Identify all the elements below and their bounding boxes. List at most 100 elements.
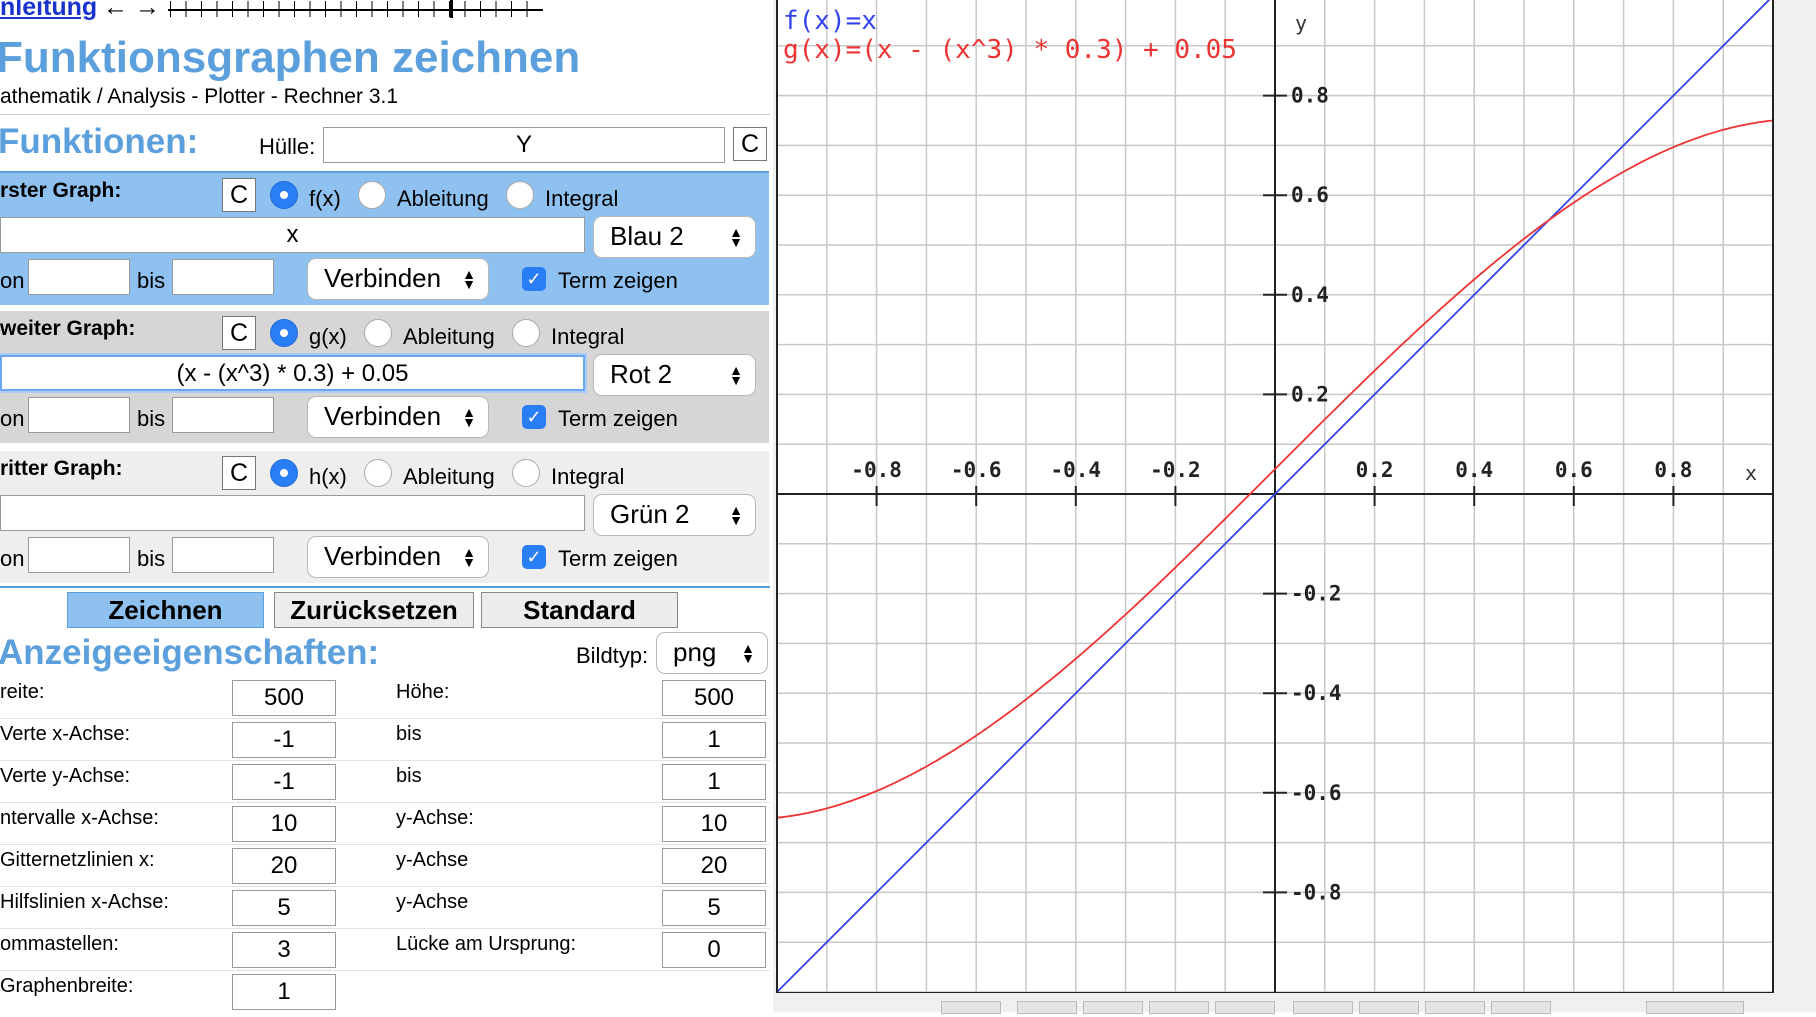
y-min-input[interactable]: -1 [232,764,336,800]
draw-button[interactable]: Zeichnen [67,592,264,628]
graph-2-clear-button[interactable]: C [222,316,256,350]
toolbar-button[interactable] [941,1001,1001,1014]
row-label: ntervalle x-Achse: [0,807,159,829]
graph-1-radio-fx-label: f(x) [309,186,341,211]
row-label: Verte y-Achse: [0,765,131,787]
graph-1-mode-select[interactable]: Verbinden ▲ ▼ [307,258,489,300]
graph-3-von-label: on [0,546,25,571]
width-input[interactable]: 500 [232,680,336,716]
toolbar-button[interactable] [1293,1001,1353,1014]
bildtyp-value: png [673,637,717,667]
toolbar-button[interactable] [1017,1001,1077,1014]
y-tick-label: -0.8 [1291,880,1342,904]
toolbar-button[interactable] [1425,1001,1485,1014]
toolbar-button[interactable] [1359,1001,1419,1014]
graph-3-term-input[interactable] [0,495,585,531]
standard-button[interactable]: Standard [481,592,678,628]
graph-3-clear-button[interactable]: C [222,456,256,490]
checkmark-icon: ✓ [526,547,542,567]
graph-2-show-label: Term zeigen [558,406,678,431]
graph-3-panel: ritter Graph: C h(x) Ableitung Integral … [0,451,769,583]
display-row: Verte x-Achse: -1 bis 1 [0,718,770,761]
y-gridlines-input[interactable]: 20 [662,848,766,884]
row-label: Graphenbreite: [0,975,134,997]
select-arrows-icon: ▲ ▼ [729,502,743,528]
graph-2-von-label: on [0,406,25,431]
x-max-input[interactable]: 1 [662,722,766,758]
graph-1-bis-input[interactable] [172,259,274,295]
graph-1-radio-integral-label: Integral [545,186,619,211]
graph-2-label: weiter Graph: [0,317,136,340]
x-tick-label: -0.8 [851,458,902,482]
graph-3-radio-hx[interactable] [270,459,298,487]
select-arrows-icon: ▲ ▼ [729,224,743,250]
y-tick-label: -0.4 [1291,681,1342,705]
graph-2-von-input[interactable] [28,397,130,433]
graph-3-radio-ableitung[interactable] [364,459,392,487]
graph-2-mode-select[interactable]: Verbinden ▲ ▼ [307,396,489,438]
nav-arrows[interactable]: ← → [103,0,160,21]
y-tick-label: 0.2 [1291,382,1329,406]
graph-1-von-input[interactable] [28,259,130,295]
graph-1-radio-integral[interactable] [506,181,534,209]
graph-2-color-select[interactable]: Rot 2 ▲ ▼ [593,354,756,396]
y-max-input[interactable]: 1 [662,764,766,800]
y-helplines-input[interactable]: 5 [662,890,766,926]
graph-2-radio-integral[interactable] [512,319,540,347]
height-input[interactable]: 500 [662,680,766,716]
bottom-toolbar [773,993,1816,1014]
graph-2-term-input[interactable]: (x - (x^3) * 0.3) + 0.05 [0,355,585,391]
graph-3-label: ritter Graph: [0,457,123,480]
row-label: Höhe: [396,681,450,703]
toolbar-button[interactable] [1149,1001,1209,1014]
toolbar-button[interactable] [1215,1001,1275,1014]
x-axis-label: x [1745,461,1757,485]
huelle-clear-button[interactable]: C [733,127,767,161]
graph-2-mode-value: Verbinden [324,401,442,431]
graph-1-radio-fx[interactable] [270,181,298,209]
toolbar-button[interactable] [1491,1001,1551,1014]
nav-link[interactable]: nleitung [0,0,98,21]
reset-button[interactable]: Zurücksetzen [274,592,474,628]
graph-1-bis-label: bis [137,268,166,293]
page-title: Funktionsgraphen zeichnen [0,33,581,82]
slider-thumb[interactable] [450,0,453,18]
linewidth-input[interactable]: 1 [232,974,336,1010]
row-label: reite: [0,681,45,703]
toolbar-button[interactable] [1646,1001,1744,1014]
checkmark-icon: ✓ [526,269,542,289]
display-row: Gitternetzlinien x: 20 y-Achse 20 [0,844,770,887]
graph-3-radio-integral[interactable] [512,459,540,487]
graph-2-radio-ableitung[interactable] [364,319,392,347]
graph-2-radio-gx[interactable] [270,319,298,347]
graph-1-term-input[interactable]: x [0,217,585,253]
graph-3-bis-input[interactable] [172,537,274,573]
origin-gap-input[interactable]: 0 [662,932,766,968]
huelle-input[interactable]: Y [323,127,725,163]
toolbar-button[interactable] [1083,1001,1143,1014]
graph-2-bis-input[interactable] [172,397,274,433]
row-label: y-Achse [396,849,469,871]
graph-3-color-value: Grün 2 [610,499,690,529]
graph-3-von-input[interactable] [28,537,130,573]
x-tick-label: 0.6 [1555,458,1593,482]
x-min-input[interactable]: -1 [232,722,336,758]
graph-2-color-value: Rot 2 [610,359,673,389]
graph-3-mode-select[interactable]: Verbinden ▲ ▼ [307,536,489,578]
bildtyp-label: Bildtyp: [576,643,649,668]
y-intervals-input[interactable]: 10 [662,806,766,842]
x-intervals-input[interactable]: 10 [232,806,336,842]
decimals-input[interactable]: 3 [232,932,336,968]
graph-1-color-select[interactable]: Blau 2 ▲ ▼ [593,216,756,258]
x-helplines-input[interactable]: 5 [232,890,336,926]
graph-3-color-select[interactable]: Grün 2 ▲ ▼ [593,494,756,536]
graph-2-show-checkbox[interactable]: ✓ [522,405,546,429]
graph-1-show-checkbox[interactable]: ✓ [522,267,546,291]
plot-area: -0.8 -0.6 -0.4 -0.2 0.2 0.4 0.6 0.8 0.8 0.6 0.4 0.2… [773,0,1816,1014]
graph-3-show-checkbox[interactable]: ✓ [522,545,546,569]
bildtyp-select[interactable]: png ▲ ▼ [656,632,768,674]
x-gridlines-input[interactable]: 20 [232,848,336,884]
graph-1-radio-ableitung[interactable] [358,181,386,209]
row-label: bis [396,765,422,787]
graph-1-clear-button[interactable]: C [222,178,256,212]
